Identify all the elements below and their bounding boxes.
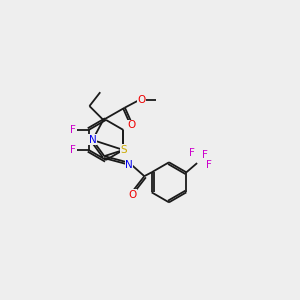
Text: F: F xyxy=(189,148,195,158)
Text: O: O xyxy=(128,190,136,200)
Text: S: S xyxy=(120,145,127,155)
Text: F: F xyxy=(202,150,208,161)
Text: F: F xyxy=(70,145,76,155)
Text: O: O xyxy=(138,95,146,105)
Text: N: N xyxy=(125,160,133,170)
Text: N: N xyxy=(89,135,96,145)
Text: O: O xyxy=(128,120,136,130)
Text: F: F xyxy=(206,160,212,170)
Text: F: F xyxy=(70,125,76,135)
